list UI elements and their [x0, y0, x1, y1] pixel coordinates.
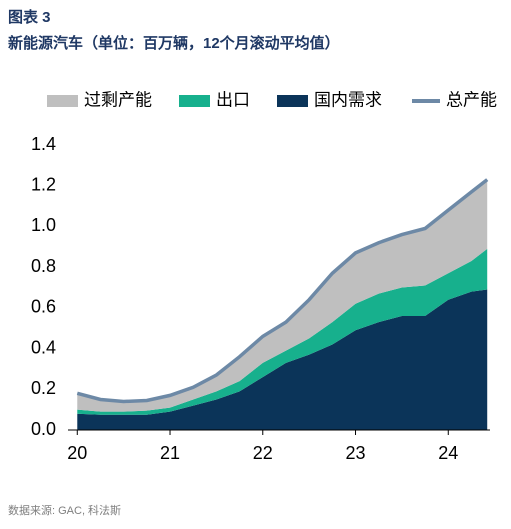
x-tick-label: 22	[253, 443, 273, 463]
y-tick-label: 0.4	[31, 337, 56, 357]
legend-label: 过剩产能	[84, 90, 152, 109]
x-tick-label: 23	[346, 443, 366, 463]
y-tick-label: 1.0	[31, 215, 56, 235]
y-tick-label: 0.0	[31, 419, 56, 439]
chart-title: 图表 3	[8, 8, 51, 26]
legend-label: 国内需求	[314, 90, 382, 109]
y-tick-label: 0.2	[31, 378, 56, 398]
y-tick-label: 1.4	[31, 134, 56, 154]
y-tick-label: 1.2	[31, 174, 56, 194]
source-note: 数据来源: GAC, 科法斯	[8, 503, 121, 517]
legend-swatch	[277, 95, 308, 107]
legend-label: 总产能	[446, 90, 497, 109]
y-tick-label: 0.8	[31, 256, 56, 276]
line	[76, 178, 489, 404]
legend-swatch	[47, 95, 78, 107]
x-tick-label: 21	[160, 443, 180, 463]
x-tick-label: 24	[438, 443, 458, 463]
legend-swatch	[179, 95, 210, 107]
legend-label: 出口	[216, 90, 250, 109]
area	[77, 289, 488, 430]
y-tick-label: 0.6	[31, 297, 56, 317]
chart-subtitle: 新能源汽车（单位：百万辆，12个月滚动平均值）	[8, 34, 340, 52]
x-tick-label: 20	[67, 443, 87, 463]
